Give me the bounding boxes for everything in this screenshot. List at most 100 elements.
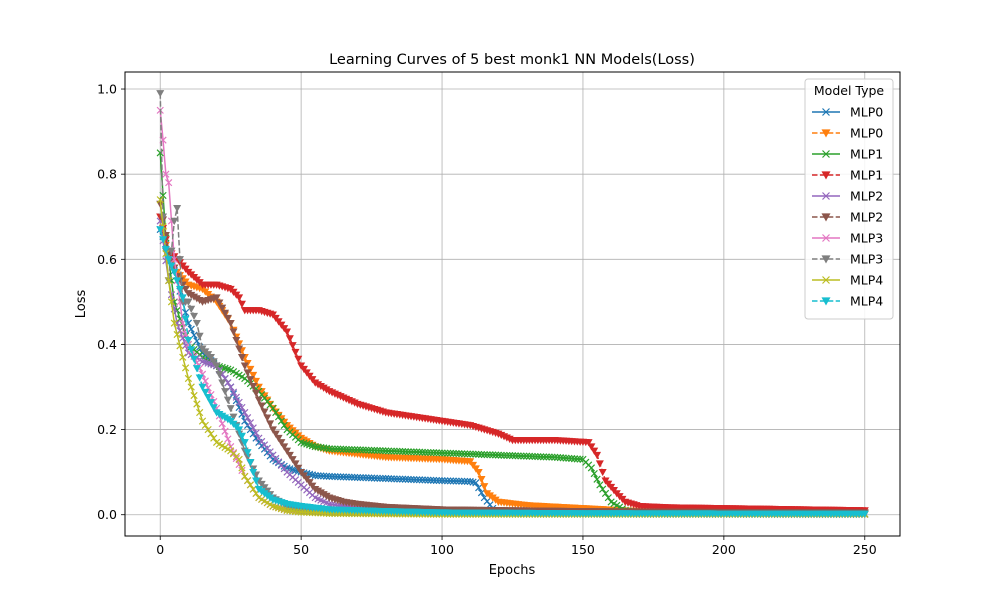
data-point-marker (545, 453, 553, 461)
data-point-marker (460, 477, 469, 485)
data-point-marker (192, 365, 201, 373)
data-point-marker (254, 396, 263, 404)
data-point-marker (387, 447, 395, 455)
data-point-marker (421, 448, 429, 456)
series-line (159, 216, 865, 512)
data-point-marker (237, 300, 246, 308)
legend-item: MLP0 (812, 126, 883, 141)
data-point-marker (438, 449, 446, 457)
data-point-marker (584, 439, 593, 447)
data-point-marker (263, 414, 272, 422)
data-point-marker (303, 508, 311, 517)
data-point-marker (291, 460, 300, 468)
data-point-marker (351, 473, 359, 481)
data-point-marker (238, 403, 246, 412)
data-point-marker (336, 445, 345, 453)
data-point-marker (382, 447, 390, 455)
data-point-marker (365, 474, 373, 482)
data-point-marker (207, 430, 215, 438)
data-point-marker (192, 319, 201, 328)
data-point-marker (587, 464, 596, 472)
data-point-marker (822, 150, 830, 158)
data-point-marker (537, 453, 545, 461)
y-tick-label: 0.2 (97, 422, 117, 437)
series-line (159, 152, 865, 515)
data-point-marker (229, 388, 238, 396)
data-point-marker (534, 452, 542, 461)
data-point-marker (503, 451, 511, 460)
series-line (159, 203, 865, 514)
data-point-marker (221, 427, 229, 435)
legend-label: MLP1 (850, 168, 883, 183)
data-point-marker (162, 170, 170, 178)
data-point-marker (252, 389, 261, 397)
legend-item: MLP0 (812, 105, 883, 120)
legend-label: MLP4 (850, 294, 883, 309)
data-point-marker (446, 477, 455, 485)
data-point-marker (285, 451, 294, 460)
series-mlp4-train (156, 196, 869, 518)
series-lines (156, 90, 869, 519)
series-mlp3-val (156, 90, 869, 519)
data-point-marker (427, 448, 435, 457)
data-point-marker (285, 335, 294, 343)
data-point-marker (212, 362, 221, 370)
data-point-marker (379, 447, 387, 455)
data-point-marker (542, 453, 550, 461)
data-point-marker (595, 460, 604, 468)
data-point-marker (246, 419, 255, 427)
data-point-marker (418, 448, 426, 456)
data-point-marker (161, 246, 170, 254)
data-point-marker (413, 448, 421, 456)
data-point-marker (159, 213, 168, 221)
data-point-marker (590, 447, 599, 455)
data-point-marker (215, 299, 224, 307)
data-point-marker (159, 236, 168, 244)
data-point-marker (472, 479, 480, 487)
data-point-marker (418, 476, 426, 484)
data-point-marker (517, 452, 525, 460)
data-point-marker (167, 291, 176, 299)
series-mlp1-val (156, 213, 869, 515)
data-point-marker (175, 285, 184, 294)
data-point-marker (226, 319, 235, 328)
data-point-marker (475, 484, 483, 492)
data-point-marker (460, 450, 469, 458)
data-point-marker (486, 451, 494, 459)
data-point-marker (237, 432, 246, 440)
data-point-marker (514, 452, 522, 460)
data-point-marker (401, 447, 410, 456)
data-point-marker (193, 400, 201, 408)
data-point-marker (334, 445, 342, 453)
data-point-marker (187, 305, 196, 313)
data-point-marker (235, 455, 243, 464)
data-point-marker (432, 449, 441, 457)
data-point-marker (241, 472, 249, 481)
data-point-marker (382, 474, 390, 483)
data-point-marker (181, 315, 190, 323)
legend-item: MLP2 (812, 210, 883, 225)
data-point-marker (477, 450, 486, 459)
legend-label: MLP0 (850, 126, 883, 141)
data-point-marker (198, 383, 207, 392)
data-point-marker (311, 471, 319, 480)
data-point-marker (243, 453, 252, 461)
data-point-marker (339, 445, 348, 453)
data-point-marker (229, 413, 238, 421)
data-point-marker (373, 474, 381, 482)
data-point-marker (458, 450, 466, 458)
data-point-marker (427, 476, 435, 484)
data-point-marker (320, 444, 328, 452)
data-point-marker (215, 371, 224, 379)
data-point-marker (209, 404, 218, 412)
data-point-marker (193, 337, 201, 345)
data-point-marker (351, 446, 359, 454)
data-point-marker (339, 473, 348, 481)
axes-frame (124, 71, 901, 537)
data-point-marker (379, 474, 387, 483)
data-point-marker (404, 448, 412, 456)
data-point-marker (187, 383, 195, 391)
data-point-marker (227, 383, 235, 391)
x-axis-label: Epochs (489, 563, 536, 578)
data-point-marker (587, 443, 596, 451)
